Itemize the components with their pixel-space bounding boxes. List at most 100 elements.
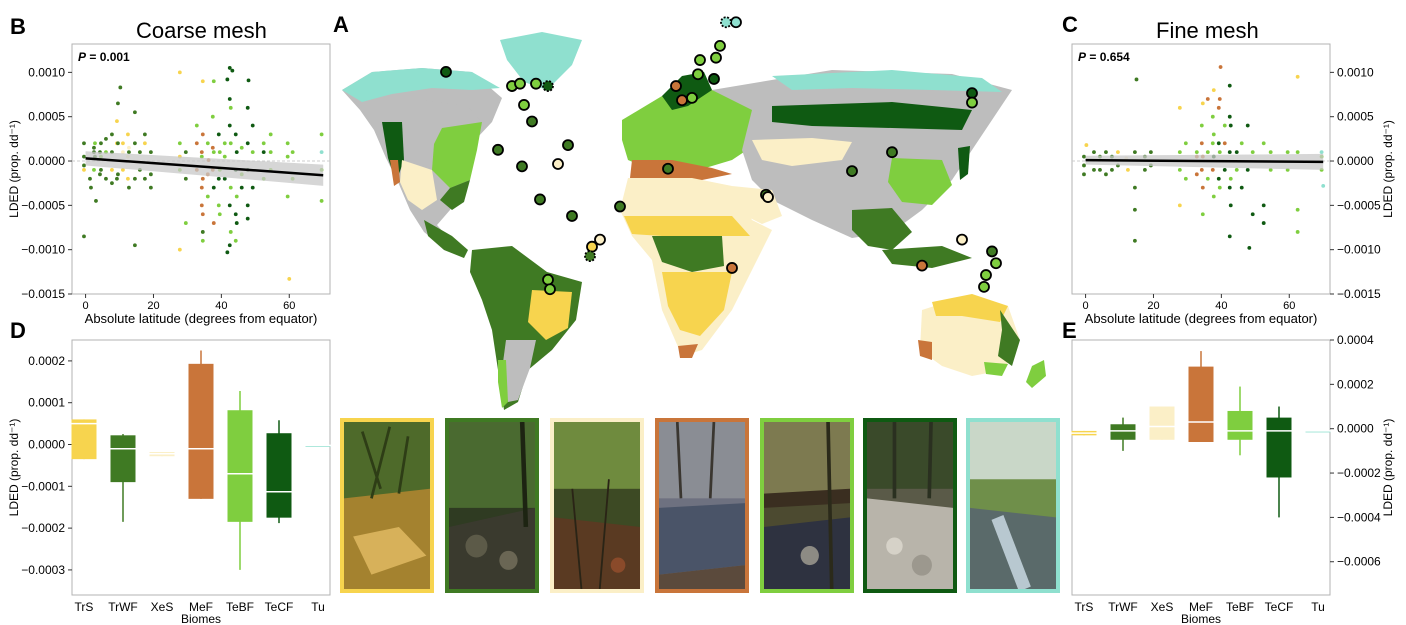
data-point: [1228, 176, 1233, 181]
data-point: [1082, 172, 1086, 177]
data-point: [1227, 234, 1232, 239]
data-point: [1217, 185, 1222, 190]
data-point: [245, 167, 250, 172]
site-marker: [526, 115, 538, 128]
data-point: [233, 212, 238, 217]
data-point: [1261, 141, 1266, 146]
japan: [958, 146, 970, 180]
europe: [622, 90, 762, 172]
data-point: [319, 150, 324, 155]
box: [110, 435, 136, 483]
data-point: [1227, 150, 1232, 155]
data-point: [1177, 203, 1182, 208]
data-point: [222, 176, 227, 181]
data-point: [92, 145, 96, 150]
data-point: [142, 176, 147, 181]
na-california: [390, 160, 400, 186]
data-point: [225, 250, 230, 255]
data-point: [82, 154, 86, 159]
data-point: [1227, 114, 1232, 119]
site-marker: [886, 146, 898, 159]
data-point: [1239, 185, 1244, 190]
data-point: [261, 141, 266, 146]
data-point: [228, 185, 233, 190]
data-point: [121, 150, 125, 155]
x-tick-label: TrWF: [1108, 600, 1138, 614]
data-point: [250, 150, 255, 155]
asia-tundra: [772, 70, 1002, 92]
data-point: [285, 194, 290, 199]
data-point: [227, 243, 232, 248]
data-point: [115, 141, 119, 146]
x-tick-label: Tu: [1311, 600, 1325, 614]
data-point: [82, 163, 86, 168]
data-point: [268, 167, 273, 172]
data-point: [121, 167, 125, 172]
site-marker: [514, 77, 526, 90]
data-point: [222, 141, 227, 146]
x-tick-label: MeF: [1189, 600, 1213, 614]
data-point: [1227, 185, 1232, 190]
y-tick-label: 0.0005: [1337, 110, 1374, 124]
data-point: [1217, 97, 1222, 101]
panel-c-title: Fine mesh: [1156, 18, 1259, 43]
data-point: [261, 176, 266, 181]
data-point: [1134, 77, 1139, 82]
confidence-band: [85, 151, 324, 186]
y-tick-label: −0.0010: [21, 243, 65, 257]
data-point: [133, 243, 137, 248]
site-marker: [516, 160, 528, 173]
data-point: [1104, 172, 1108, 177]
site-marker: [966, 87, 978, 100]
data-point: [1116, 163, 1120, 168]
site-marker: [566, 210, 578, 222]
australia-sw: [918, 340, 932, 360]
data-point: [216, 176, 221, 181]
site-marker: [986, 245, 998, 258]
box: [227, 410, 253, 522]
data-point: [228, 230, 233, 234]
panel-label-b: B: [10, 14, 26, 39]
data-point: [290, 176, 295, 181]
data-point: [82, 167, 86, 172]
data-point: [1098, 154, 1102, 159]
data-point: [1200, 101, 1205, 106]
confidence-band: [1085, 153, 1324, 170]
x-tick-label: Tu: [311, 600, 325, 614]
box: [71, 419, 97, 460]
data-point: [1098, 167, 1102, 172]
site-marker: [534, 193, 546, 206]
sa-chile: [498, 360, 508, 408]
greenland: [500, 32, 582, 90]
australia-east: [998, 310, 1020, 366]
site-marker: [990, 257, 1002, 270]
data-point: [1092, 167, 1096, 172]
data-point: [99, 141, 103, 146]
data-point: [200, 132, 205, 137]
data-point: [261, 150, 266, 155]
data-point: [1177, 105, 1182, 110]
y-tick-label: −0.0001: [21, 479, 65, 493]
data-point: [245, 141, 250, 146]
y-tick-label: −0.0006: [1337, 555, 1381, 569]
data-point: [1217, 150, 1222, 155]
data-point: [194, 167, 199, 172]
land-masses: [342, 32, 1046, 410]
data-point: [104, 176, 108, 181]
data-point: [200, 238, 205, 243]
data-point: [1200, 154, 1205, 159]
data-point: [126, 176, 130, 181]
y-tick-label: −0.0003: [21, 563, 65, 577]
sa-cerrado: [528, 290, 572, 340]
data-point: [227, 97, 232, 101]
data-point: [1110, 167, 1114, 172]
data-point: [217, 150, 222, 155]
data-point: [245, 216, 250, 221]
data-point: [1245, 167, 1250, 172]
y-tick-label: −0.0002: [21, 521, 65, 535]
y-tick-label: 0.0010: [1337, 65, 1374, 79]
data-point: [115, 119, 119, 124]
site-marker: [726, 262, 738, 274]
y-tick-label: 0.0010: [28, 65, 65, 79]
data-point: [227, 123, 232, 128]
